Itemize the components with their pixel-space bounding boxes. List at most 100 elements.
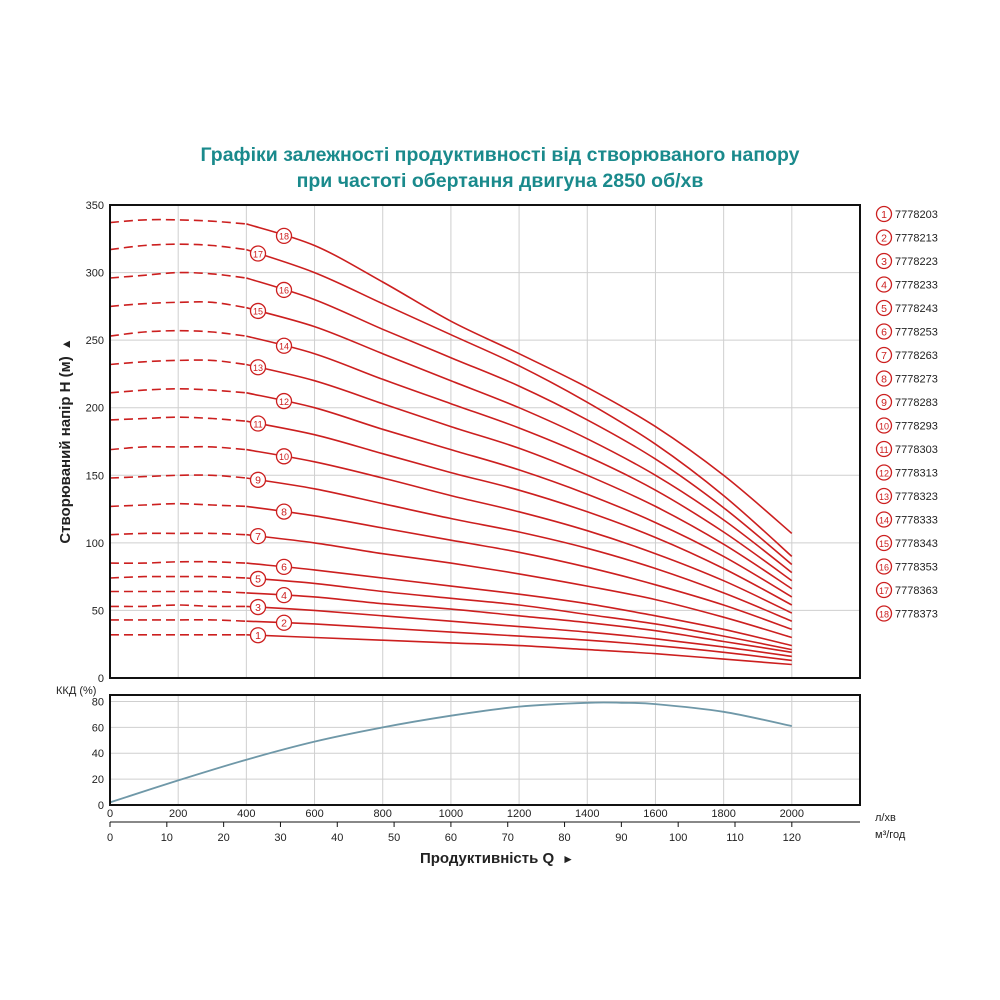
curve-badge-number: 7 <box>255 531 261 543</box>
legend-item-10: 10 7778293 <box>875 417 938 434</box>
head-y-tick-label: 100 <box>86 538 104 550</box>
curve-badge-circle <box>275 392 293 410</box>
curve-badge-number: 8 <box>281 506 287 518</box>
head-curve-16 <box>246 277 793 566</box>
head-curve-9 <box>246 477 793 622</box>
head-curve-10 <box>246 448 793 614</box>
legend-item-13: 13 7778323 <box>875 487 938 505</box>
head-curve-dashed-10 <box>109 445 247 451</box>
curve-badge-number: 10 <box>279 452 289 462</box>
legend-item-15: 15 7778343 <box>875 534 938 552</box>
legend-badge-number: 1 <box>881 209 887 221</box>
flow-tick-m3h: 60 <box>445 832 457 844</box>
curve-badge-number: 14 <box>279 342 289 352</box>
flow-tick-m3h: 10 <box>161 832 173 844</box>
head-curve-dashed-16 <box>109 271 247 279</box>
curve-badge-8: 8 <box>275 503 293 520</box>
legend-badge-circle <box>875 346 893 364</box>
legend-badge-number: 14 <box>879 515 889 525</box>
legend-item-8: 8 7778273 <box>875 370 938 387</box>
flow-tick-lmin: 1200 <box>507 808 531 820</box>
legend-item-4: 4 7778233 <box>875 276 938 293</box>
flow-tick-m3h: 90 <box>615 832 627 844</box>
legend-badge-circle <box>875 440 893 458</box>
legend-badge-number: 3 <box>881 256 887 268</box>
curve-badge-number: 6 <box>281 562 287 574</box>
legend-model: 7778303 <box>895 444 938 456</box>
efficiency-plot-frame <box>109 694 861 806</box>
legend-model: 7778223 <box>895 256 938 268</box>
legend: 1 7778203 2 7778213 3 7778223 4 7778233 5 7778243… <box>875 205 938 622</box>
legend-badge-circle <box>875 534 893 552</box>
head-curve-dashed-18 <box>109 218 247 225</box>
flow-tick-lmin: 1400 <box>575 808 599 820</box>
curve-badge-number: 5 <box>255 574 261 586</box>
curve-badge-circle <box>275 337 293 354</box>
legend-badge-number: 5 <box>881 303 887 315</box>
curve-badge-number: 16 <box>279 286 289 296</box>
head-curve-8 <box>246 505 793 631</box>
head-curve-dashed-3 <box>109 604 247 608</box>
flow-tick-lmin: 400 <box>237 808 255 820</box>
curve-badge-circle <box>249 570 267 588</box>
efficiency-y-tick-label: 40 <box>92 748 104 760</box>
head-curves <box>109 218 793 666</box>
curve-badge-circle <box>275 558 293 576</box>
flow-tick-lmin: 1800 <box>711 808 735 820</box>
flow-tick-lmin: 600 <box>305 808 323 820</box>
head-curve-dashed-8 <box>109 502 247 508</box>
head-curve-dashed-11 <box>109 416 247 422</box>
curve-badge-number: 4 <box>281 590 287 602</box>
efficiency-y-tick-label: 60 <box>92 722 104 734</box>
head-y-tick-label: 200 <box>86 403 104 415</box>
head-curve-dashed-7 <box>109 532 247 536</box>
head-curve-dashed-9 <box>109 474 247 479</box>
curve-badge-circle <box>275 614 293 631</box>
flow-axis-label: Продуктивність Q ► <box>420 850 574 867</box>
legend-badge-circle <box>875 393 893 411</box>
legend-model: 7778373 <box>895 609 938 621</box>
legend-model: 7778273 <box>895 374 938 386</box>
head-curve-dashed-14 <box>109 329 247 337</box>
head-y-tick-label: 150 <box>86 470 104 482</box>
head-y-tick-label: 50 <box>92 605 104 617</box>
legend-badge-number: 8 <box>881 373 887 385</box>
efficiency-y-tick-label: 0 <box>98 800 104 812</box>
head-curve-4 <box>246 592 792 654</box>
curve-badge-circle <box>275 503 293 520</box>
curve-badge-7: 7 <box>249 527 267 545</box>
curve-badge-number: 9 <box>255 475 261 487</box>
head-curve-dashed-17 <box>109 243 247 251</box>
legend-badge-circle <box>875 605 893 622</box>
curve-badge-circle <box>275 281 293 299</box>
efficiency-y-ticks: 0 20 40 60 80 <box>92 696 104 812</box>
flow-unit-m3h: м³/год <box>875 829 906 841</box>
curve-badge-number: 18 <box>279 232 289 242</box>
legend-badge-number: 10 <box>879 421 889 431</box>
curve-badge-circle <box>249 598 267 616</box>
curve-badge-circle <box>249 627 267 644</box>
legend-item-2: 2 7778213 <box>875 229 938 246</box>
curve-badge-number: 2 <box>281 618 287 630</box>
legend-badge-circle <box>875 581 893 599</box>
flow-tick-lmin: 800 <box>374 808 392 820</box>
legend-item-3: 3 7778223 <box>875 252 938 270</box>
flow-tick-lmin: 0 <box>107 808 113 820</box>
legend-badge-circle <box>875 229 893 246</box>
curve-badge-number: 11 <box>253 419 262 429</box>
efficiency-curve <box>109 701 792 804</box>
head-y-tick-label: 300 <box>86 268 104 280</box>
legend-model: 7778363 <box>895 585 938 597</box>
legend-badge-number: 11 <box>879 445 888 455</box>
flow-tick-m3h: 110 <box>726 832 744 844</box>
legend-item-17: 17 7778363 <box>875 581 938 599</box>
legend-model: 7778333 <box>895 515 938 527</box>
curve-badge-number: 13 <box>253 363 263 373</box>
legend-model: 7778253 <box>895 327 938 339</box>
curve-badge-12: 12 <box>275 392 293 410</box>
flow-tick-m3h: 30 <box>274 832 286 844</box>
curve-badge-14: 14 <box>275 337 293 354</box>
head-curve-1 <box>246 634 792 666</box>
legend-badge-number: 16 <box>879 562 889 572</box>
